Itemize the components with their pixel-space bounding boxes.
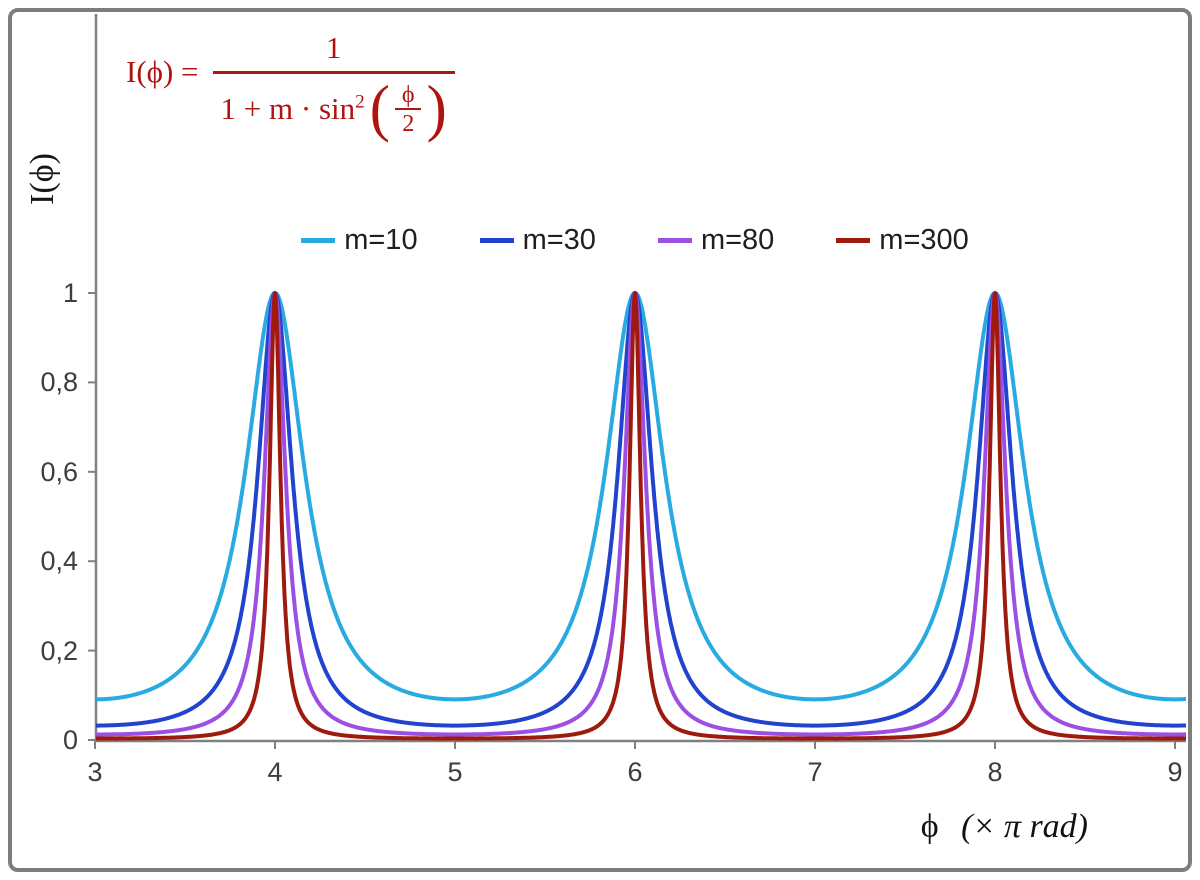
legend-swatch [657,238,692,243]
formula-inner-fraction: ϕ 2 [395,81,422,137]
y-tick-label: 0 [62,725,78,755]
x-tick-label: 6 [627,757,643,787]
legend-swatch [479,238,514,243]
formula-lhs: I(ϕ) = [126,54,199,89]
x-axis-unit: (× π rad) [961,808,1088,845]
formula-annotation: I(ϕ) = 1 1 + m · sin2 ( ϕ 2 ) [126,30,455,144]
legend-item-m=300: m=300 [836,224,969,257]
legend: m=10 m=30 m=80 m=300 [95,224,1175,257]
series-line-m=300 [96,291,1186,741]
legend-label: m=10 [344,224,418,256]
legend-item-m=80: m=80 [657,224,775,257]
legend-swatch [301,238,336,243]
series-group [96,291,1186,741]
legend-label: m=300 [879,224,969,256]
y-tick-label: 1 [62,278,78,308]
formula-den-sup: 2 [355,91,365,113]
x-axis-title: ϕ (× π rad) [921,808,1088,846]
x-axis-symbol: ϕ [920,808,939,845]
formula-paren-open: ( [369,73,390,144]
x-tick-label: 3 [87,757,103,787]
formula-inner-denominator: 2 [395,108,422,137]
legend-label: m=30 [522,224,596,256]
x-tick-label: 9 [1167,757,1183,787]
y-axis-title: I(ϕ) [24,153,61,205]
legend-swatch [836,238,871,243]
formula-numerator: 1 [325,30,342,65]
formula-denominator: 1 + m · sin2 ( ϕ 2 ) [212,71,455,144]
formula-fraction: 1 1 + m · sin2 ( ϕ 2 ) [212,30,455,144]
formula-inner-numerator: ϕ [401,81,415,108]
formula-den-text: 1 + m · sin2 [221,91,365,127]
legend-label: m=80 [700,224,775,256]
formula-paren-close: ) [426,73,447,144]
x-tick-label: 4 [267,757,283,787]
legend-item-m=10: m=10 [301,224,418,257]
x-tick-label: 5 [447,757,463,787]
y-tick-label: 0,6 [40,456,78,487]
y-tick-label: 0,2 [40,635,78,666]
y-tick-label: 0,8 [40,367,78,398]
y-tick-label: 0,4 [40,546,78,577]
x-tick-label: 8 [987,757,1003,787]
formula-den-prefix: 1 + m · sin [220,91,356,127]
x-tick-label: 7 [807,757,823,787]
legend-item-m=30: m=30 [479,224,596,257]
